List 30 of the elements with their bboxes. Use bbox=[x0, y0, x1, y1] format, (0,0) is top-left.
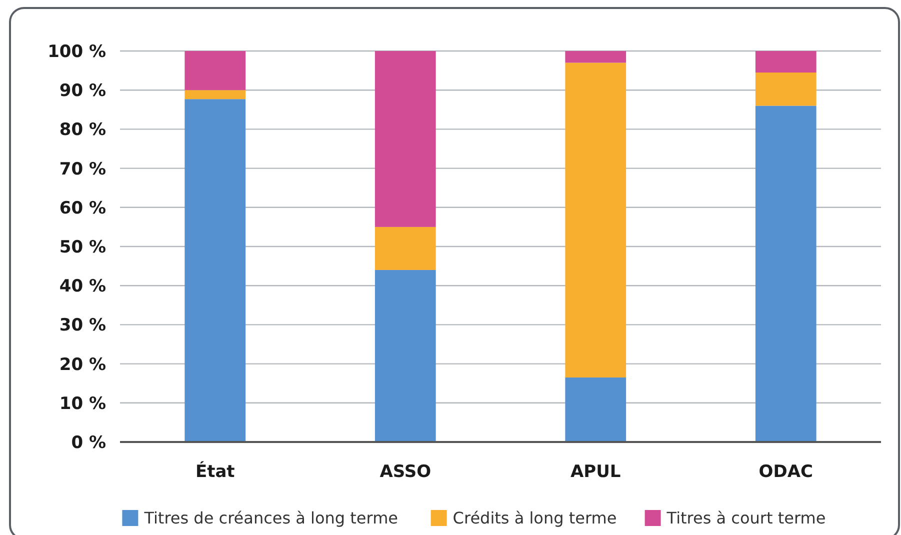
legend-label: Crédits à long terme bbox=[452, 508, 617, 528]
y-tick-label: 40 % bbox=[59, 276, 106, 297]
bar bbox=[565, 377, 626, 442]
y-tick-label: 60 % bbox=[59, 198, 106, 218]
x-tick-label: ASSO bbox=[380, 462, 432, 482]
x-tick-label: État bbox=[195, 461, 235, 482]
bar bbox=[565, 62, 626, 378]
bar bbox=[374, 226, 436, 270]
x-tick-label: ODAC bbox=[758, 462, 813, 482]
y-tick-label: 30 % bbox=[59, 316, 106, 336]
bar bbox=[374, 51, 436, 227]
legend-label: Titres à court terme bbox=[666, 508, 826, 528]
y-tick-label: 70 % bbox=[59, 159, 106, 180]
bar bbox=[184, 51, 246, 90]
y-tick-label: 50 % bbox=[59, 237, 106, 258]
y-tick-label: 10 % bbox=[59, 394, 106, 414]
bar bbox=[565, 51, 626, 63]
y-tick-label: 90 % bbox=[59, 81, 106, 102]
x-tick-label: APUL bbox=[570, 462, 621, 482]
y-tick-label: 0 % bbox=[71, 432, 106, 453]
legend-label: Titres de créances à long terme bbox=[143, 508, 398, 528]
bar bbox=[184, 90, 246, 100]
y-tick-label: 80 % bbox=[59, 120, 106, 140]
y-tick-label: 20 % bbox=[59, 354, 106, 375]
bar bbox=[184, 99, 246, 442]
y-tick-label: 100 % bbox=[48, 42, 106, 62]
bar bbox=[755, 72, 816, 106]
bar bbox=[755, 51, 816, 73]
bar bbox=[374, 270, 436, 442]
bar bbox=[755, 106, 816, 442]
